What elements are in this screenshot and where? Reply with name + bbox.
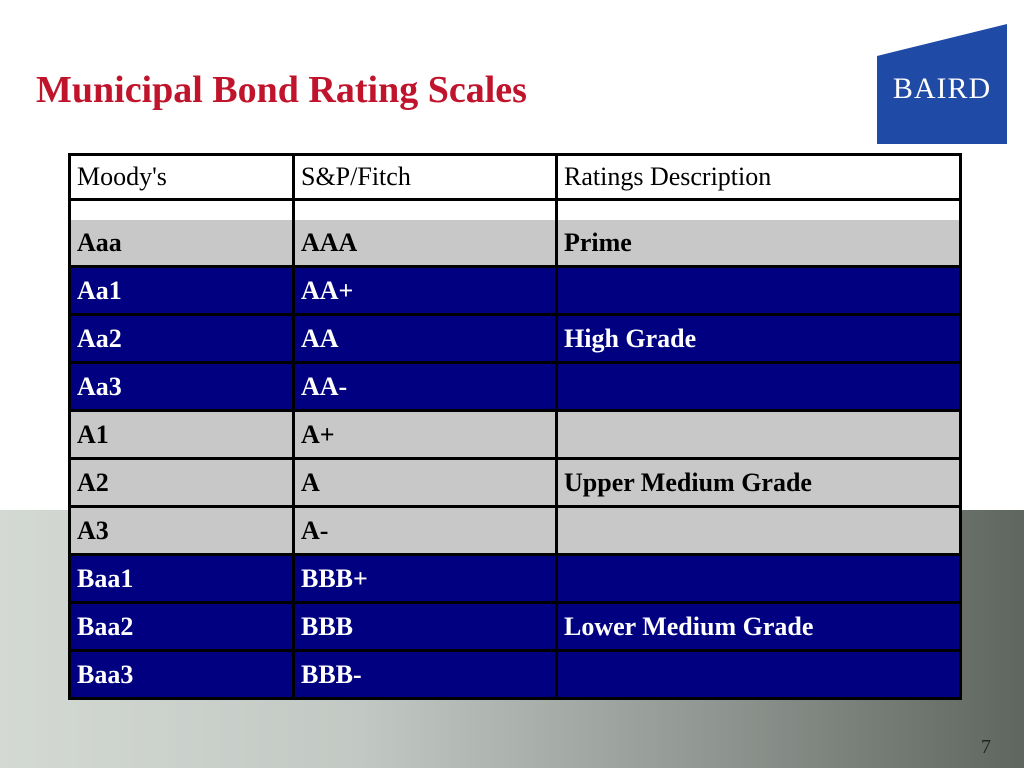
moodys-cell: Aa1 [71, 268, 292, 313]
description-cell: Upper Medium Grade [558, 460, 959, 505]
sp-fitch-cell: A+ [295, 412, 555, 457]
sp-fitch-cell: AA [295, 316, 555, 361]
moodys-cell: A3 [71, 508, 292, 553]
moodys-cell: Aa2 [71, 316, 292, 361]
moodys-cell: A2 [71, 460, 292, 505]
table-spacer-row [71, 201, 959, 220]
table-row: Aaa AAA Prime [71, 220, 959, 265]
table-row: Baa2 BBB Lower Medium Grade [71, 604, 959, 649]
baird-logo: BAIRD [877, 24, 1007, 144]
spacer-cell [71, 201, 292, 220]
table-body: Aaa AAA Prime Aa1 AA+ Aa2 AA High Grade Aa3 AA- A1… [71, 220, 959, 697]
sp-fitch-cell: BBB+ [295, 556, 555, 601]
description-cell [558, 412, 959, 457]
spacer-cell [558, 201, 959, 220]
moodys-cell: Aa3 [71, 364, 292, 409]
moodys-cell: A1 [71, 412, 292, 457]
sp-fitch-cell: A [295, 460, 555, 505]
slide-title: Municipal Bond Rating Scales [36, 69, 527, 111]
header-sp-fitch: S&P/Fitch [295, 156, 555, 198]
description-cell [558, 556, 959, 601]
description-cell: Prime [558, 220, 959, 265]
table-row: A1 A+ [71, 412, 959, 457]
sp-fitch-cell: AA+ [295, 268, 555, 313]
header-description: Ratings Description [558, 156, 959, 198]
sp-fitch-cell: AA- [295, 364, 555, 409]
table-header-row: Moody's S&P/Fitch Ratings Description [71, 156, 959, 198]
description-cell [558, 652, 959, 697]
description-cell [558, 268, 959, 313]
table-row: A3 A- [71, 508, 959, 553]
description-cell [558, 508, 959, 553]
sp-fitch-cell: AAA [295, 220, 555, 265]
spacer-cell [295, 201, 555, 220]
table-row: A2 A Upper Medium Grade [71, 460, 959, 505]
sp-fitch-cell: BBB [295, 604, 555, 649]
description-cell: Lower Medium Grade [558, 604, 959, 649]
table-row: Baa1 BBB+ [71, 556, 959, 601]
moodys-cell: Baa1 [71, 556, 292, 601]
logo-text: BAIRD [893, 72, 991, 105]
moodys-cell: Baa2 [71, 604, 292, 649]
header-moodys: Moody's [71, 156, 292, 198]
table-row: Aa2 AA High Grade [71, 316, 959, 361]
moodys-cell: Baa3 [71, 652, 292, 697]
table-row: Aa3 AA- [71, 364, 959, 409]
sp-fitch-cell: BBB- [295, 652, 555, 697]
page-number: 7 [981, 736, 991, 758]
table-row: Baa3 BBB- [71, 652, 959, 697]
description-cell [558, 364, 959, 409]
sp-fitch-cell: A- [295, 508, 555, 553]
moodys-cell: Aaa [71, 220, 292, 265]
table-row: Aa1 AA+ [71, 268, 959, 313]
ratings-table: Moody's S&P/Fitch Ratings Description Aa… [68, 153, 962, 700]
description-cell: High Grade [558, 316, 959, 361]
